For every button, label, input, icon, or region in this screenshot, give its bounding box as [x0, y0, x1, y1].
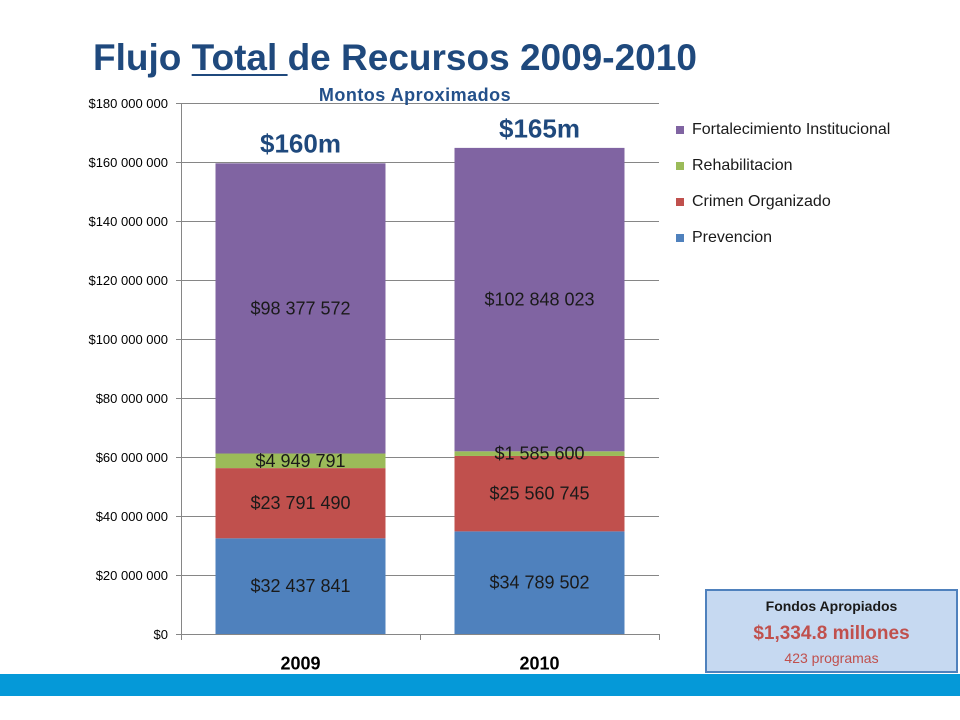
y-tick-label: $0 — [154, 627, 168, 642]
bar-rehabilitacion-2009 — [215, 453, 386, 469]
bar-crimen-organizado-2009 — [215, 468, 386, 539]
data-label-prevencion-2010: $34 789 502 — [489, 573, 589, 593]
footer-band — [0, 674, 960, 696]
bar-prevencion-2009 — [215, 538, 386, 634]
legend-item-prevencion: Prevencion — [676, 220, 890, 256]
x-tick-label: 2009 — [280, 654, 320, 674]
appropriated-funds-box: Fondos Apropiados $1,334.8 millones 423 … — [705, 589, 958, 673]
y-tick-label: $120 000 000 — [88, 273, 168, 288]
data-label-prevencion-2009: $32 437 841 — [250, 576, 350, 596]
bar-crimen-organizado-2010 — [454, 455, 625, 532]
data-label-rehabilitacion-2010: $1 585 600 — [494, 444, 584, 464]
data-label-fortalecimiento-institucional-2009: $98 377 572 — [250, 298, 350, 318]
title-text-before: Flujo — [93, 37, 192, 78]
y-tick-label: $40 000 000 — [96, 509, 168, 524]
total-label-2009: $160m — [260, 129, 341, 159]
legend-label: Rehabilitacion — [692, 157, 793, 174]
info-box-programs: 423 programas — [784, 650, 879, 666]
legend-swatch — [676, 198, 684, 206]
x-tick-label: 2010 — [519, 654, 559, 674]
legend-item-rehabilitacion: Rehabilitacion — [676, 148, 890, 184]
y-tick-label: $60 000 000 — [96, 450, 168, 465]
y-tick-label: $160 000 000 — [88, 155, 168, 170]
y-tick-label: $100 000 000 — [88, 332, 168, 347]
legend-label: Prevencion — [692, 229, 773, 246]
legend-label: Fortalecimiento Institucional — [692, 121, 891, 138]
legend-swatch — [676, 234, 684, 242]
bar-fortalecimiento-institucional-2009 — [215, 163, 386, 454]
info-box-amount: $1,334.8 millones — [753, 623, 910, 644]
legend-item-crimen-organizado: Crimen Organizado — [676, 184, 890, 220]
chart-title: Flujo Total de Recursos 2009-2010 — [93, 39, 697, 76]
y-tick-label: $140 000 000 — [88, 214, 168, 229]
legend-item-fortalecimiento-institucional: Fortalecimiento Institucional — [676, 112, 890, 148]
chart-legend: Fortalecimiento Institucional Rehabilitac… — [676, 112, 890, 256]
bar-prevencion-2010 — [454, 531, 625, 634]
bar-fortalecimiento-institucional-2010 — [454, 147, 625, 452]
data-label-rehabilitacion-2009: $4 949 791 — [255, 451, 345, 471]
data-label-crimen-organizado-2010: $25 560 745 — [489, 484, 589, 504]
title-text-after: de Recursos 2009-2010 — [287, 37, 697, 78]
legend-swatch — [676, 162, 684, 170]
info-box-heading: Fondos Apropiados — [765, 598, 898, 614]
bar-rehabilitacion-2010 — [454, 451, 625, 456]
title-underlined-word: Total — [191, 37, 288, 78]
y-tick-label: $20 000 000 — [96, 568, 168, 583]
legend-label: Crimen Organizado — [692, 193, 831, 210]
data-label-fortalecimiento-institucional-2010: $102 848 023 — [484, 290, 594, 310]
total-label-2010: $165m — [499, 113, 580, 143]
y-tick-label: $80 000 000 — [96, 391, 168, 406]
chart-subtitle: Montos Aproximados — [318, 85, 512, 105]
y-tick-label: $180 000 000 — [88, 96, 168, 111]
legend-swatch — [676, 126, 684, 134]
data-label-crimen-organizado-2009: $23 791 490 — [250, 493, 350, 513]
